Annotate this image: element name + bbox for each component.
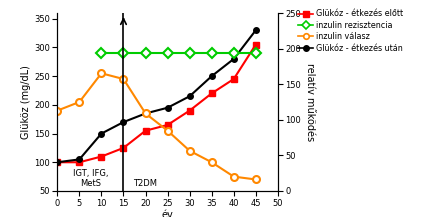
X-axis label: év: év bbox=[162, 210, 173, 217]
Legend: Glükóz - étkezés előtt, inzulin rezisztencia, inzulin válasz, Glükóz - étkezés u: Glükóz - étkezés előtt, inzulin reziszte… bbox=[295, 6, 406, 56]
Y-axis label: Glüköz (mg/dL): Glüköz (mg/dL) bbox=[21, 65, 31, 139]
Text: T2DM: T2DM bbox=[134, 179, 157, 188]
Text: IGT, IFG,
MetS: IGT, IFG, MetS bbox=[73, 169, 108, 188]
Y-axis label: relatív működés: relatív működés bbox=[305, 63, 315, 141]
